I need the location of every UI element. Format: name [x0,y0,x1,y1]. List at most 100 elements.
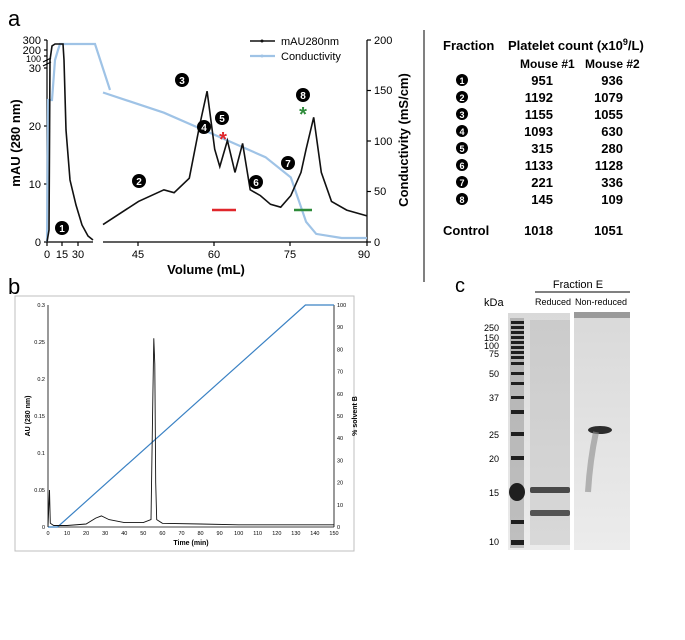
xtick-30: 30 [72,249,84,261]
fraction-number: 5 [459,144,464,154]
marker-100: 100 [484,341,499,351]
panel-b-axes [47,305,335,528]
fraction-badge [456,91,468,103]
b-xtick: 50 [140,531,146,537]
lane-reduced-label: Reduced [535,297,571,307]
header-platelet-unit: /L) [628,38,644,53]
gel-markers: 250 150 100 75 50 37 25 20 15 10 [484,323,499,547]
conductivity-line [102,91,367,240]
control-m1: 1018 [524,223,553,238]
panel-b-label: b [8,274,20,299]
hplc-trace-line [47,338,334,528]
b-xtick: 0 [46,531,49,537]
b-xtick: 30 [102,531,108,537]
table-header-platelet: Platelet count (x109/L) [508,37,644,53]
control-m2: 1051 [594,223,623,238]
table-row: 1 951 936 [456,73,623,88]
xtick-75: 75 [284,249,296,261]
b-rtick: 20 [337,481,343,487]
svg-text:3: 3 [179,76,185,87]
tick-10: 10 [29,179,41,191]
svg-text:7: 7 [285,159,291,170]
peak-7-marker: 7 [281,156,295,170]
header-platelet-sup: 9 [623,37,628,47]
marker-37: 37 [489,393,499,403]
panel-a-x-label: Volume (mL) [167,262,245,277]
b-rtick: 30 [337,458,343,464]
svg-text:6: 6 [253,178,259,189]
b-xtick: 70 [178,531,184,537]
table-row: 4 1093 630 [456,124,623,139]
panel-b-x-label: Time (min) [173,540,208,547]
fraction-number: 4 [459,127,464,137]
fraction-badge [456,74,468,86]
b-xtick: 110 [253,531,262,537]
mouse2-count: 336 [601,175,623,190]
xtick-0: 0 [44,249,50,261]
table-row: 3 1155 1055 [456,107,623,122]
panel-a-y-right-label: Conductivity (mS/cm) [396,73,411,207]
b-xtick: 80 [197,531,203,537]
rtick-100: 100 [374,136,392,148]
svg-text:4: 4 [201,123,207,134]
control-row: Control 1018 1051 [443,223,623,238]
b-rtick: 70 [337,370,343,376]
b-rtick: 0 [337,525,340,531]
star-fraction-8: * [299,104,307,126]
rtick-150: 150 [374,85,392,97]
col-mouse1: Mouse #1 [520,57,575,71]
table-row: 7 221 336 [456,175,623,190]
fraction-number: 1 [459,76,464,86]
mouse2-count: 630 [601,124,623,139]
table-rows: 1 951 936 2 1192 1079 3 1155 1055 4 1093 630 5 315 280… [456,73,623,207]
legend-absorbance: mAU280nm [281,36,339,48]
b-ytick: 0.25 [34,340,45,346]
b-rtick: 100 [337,303,346,309]
b-xtick: 60 [159,531,165,537]
rtick-200: 200 [374,35,392,47]
tick-100: 100 [26,54,41,64]
b-xtick: 20 [83,531,89,537]
fraction-number: 3 [459,110,464,120]
mouse2-count: 936 [601,73,623,88]
tick-200: 200 [23,45,41,57]
rtick-50: 50 [374,186,386,198]
peak-1-marker: 1 [55,221,69,235]
mouse2-count: 1128 [595,158,623,173]
panel-b-y-left-label: AU (280 nm) [25,396,32,437]
absorbance-line [102,91,368,226]
b-rtick: 50 [337,414,343,420]
b-ytick: 0.1 [37,451,45,457]
fraction-badge [456,108,468,120]
gel-image [508,312,630,550]
b-ytick: 0.15 [34,414,45,420]
panel-a-main-axes [103,39,371,246]
marker-75: 75 [489,349,499,359]
tick-0: 0 [35,237,41,249]
mouse2-count: 109 [601,192,623,207]
table-row: 5 315 280 [456,141,623,156]
mouse1-count: 1093 [524,124,553,139]
b-rtick: 60 [337,392,343,398]
xtick-45: 45 [132,249,144,261]
col-mouse2: Mouse #2 [585,57,640,71]
mouse2-count: 1055 [594,107,623,122]
inset-absorbance-line [46,43,94,243]
kda-label: kDa [484,297,504,309]
marker-50: 50 [489,369,499,379]
table-header-fraction: Fraction [443,38,494,53]
marker-15: 15 [489,488,499,498]
mouse1-count: 1192 [525,90,553,105]
b-xtick: 10 [64,531,70,537]
mouse1-count: 951 [531,73,553,88]
fraction-number: 7 [459,178,464,188]
b-xtick: 100 [234,531,243,537]
rtick-0: 0 [374,237,380,249]
platelet-table: Fraction Platelet count (x109/L) Mouse #… [443,37,644,71]
fraction-badge [456,125,468,137]
svg-text:8: 8 [300,91,306,102]
marker-150: 150 [484,333,499,343]
gel-title: Fraction E [553,279,603,291]
peak-6-marker: 6 [249,175,263,189]
b-xtick: 130 [291,531,300,537]
